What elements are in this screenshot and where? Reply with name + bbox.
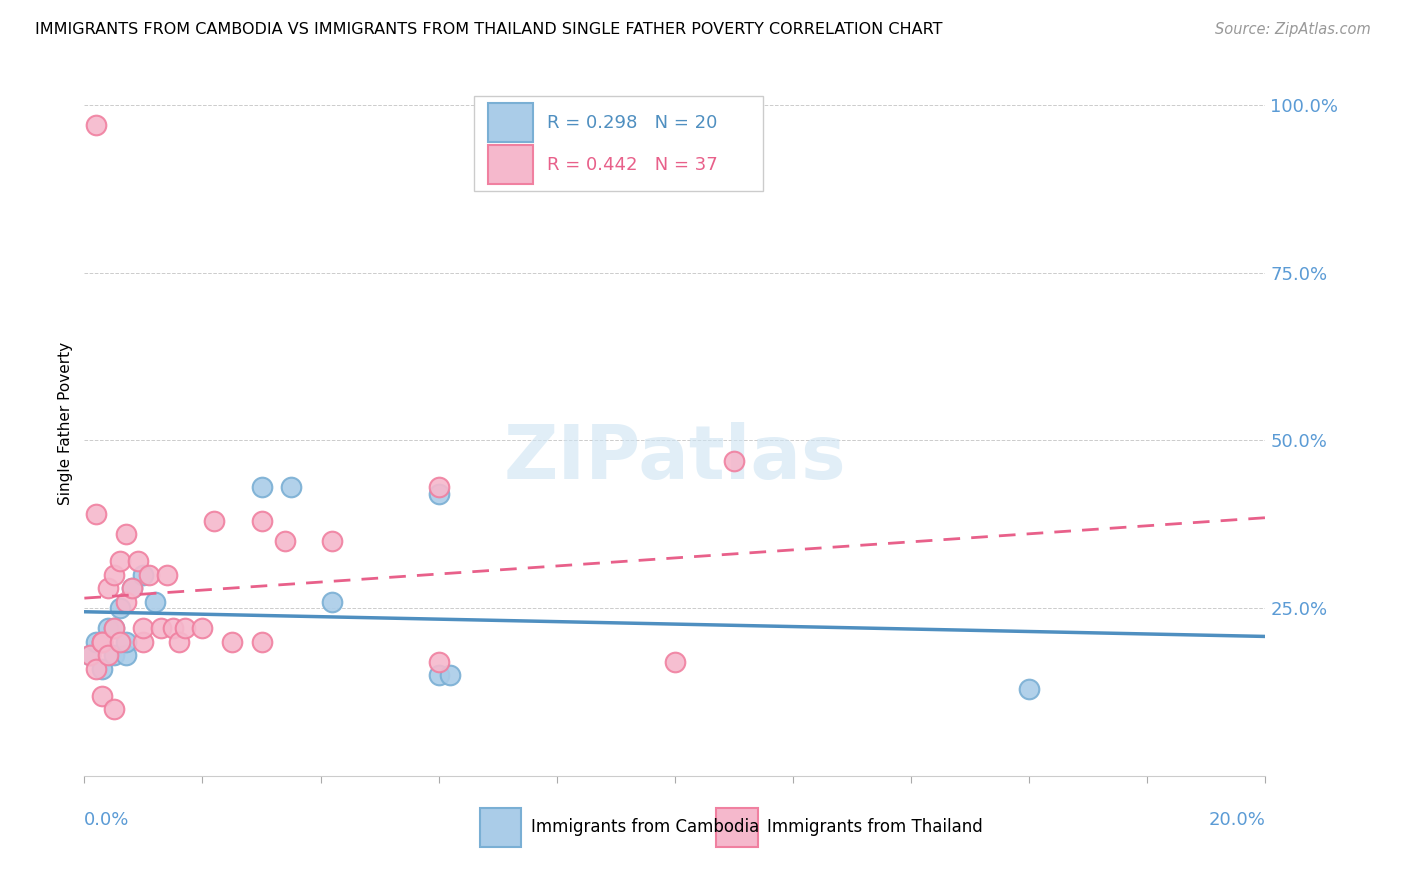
FancyBboxPatch shape <box>716 808 758 847</box>
Point <box>108 554 131 568</box>
Text: R = 0.298   N = 20: R = 0.298 N = 20 <box>547 113 717 132</box>
Point <box>97 581 120 595</box>
Point <box>664 655 686 669</box>
Point <box>103 567 125 582</box>
Point <box>132 635 155 649</box>
Point <box>173 621 195 635</box>
Point <box>250 635 273 649</box>
Point <box>84 662 107 676</box>
Point <box>191 621 214 635</box>
Text: Immigrants from Thailand: Immigrants from Thailand <box>768 819 983 837</box>
FancyBboxPatch shape <box>474 96 763 191</box>
Point <box>114 527 136 541</box>
Point <box>250 480 273 494</box>
Point <box>274 534 297 549</box>
Point <box>150 621 173 635</box>
Point <box>1018 681 1040 696</box>
FancyBboxPatch shape <box>488 145 533 184</box>
Point <box>91 689 114 703</box>
Point <box>143 594 166 608</box>
Y-axis label: Single Father Poverty: Single Father Poverty <box>58 343 73 505</box>
Point <box>202 514 225 528</box>
FancyBboxPatch shape <box>479 808 522 847</box>
Point <box>108 601 131 615</box>
Point <box>427 655 450 669</box>
Point <box>84 508 107 522</box>
Point <box>103 702 125 716</box>
Point <box>84 118 107 132</box>
Point <box>103 621 125 635</box>
Point <box>427 480 450 494</box>
Point <box>132 621 155 635</box>
Point <box>97 648 120 663</box>
Point <box>127 554 149 568</box>
Point <box>132 567 155 582</box>
Point <box>280 480 302 494</box>
Point <box>162 621 184 635</box>
Point <box>103 621 125 635</box>
Point <box>114 594 136 608</box>
Text: R = 0.442   N = 37: R = 0.442 N = 37 <box>547 155 718 174</box>
Text: IMMIGRANTS FROM CAMBODIA VS IMMIGRANTS FROM THAILAND SINGLE FATHER POVERTY CORRE: IMMIGRANTS FROM CAMBODIA VS IMMIGRANTS F… <box>35 22 942 37</box>
Point <box>108 635 131 649</box>
Point <box>91 635 114 649</box>
Point <box>84 635 107 649</box>
Point <box>221 635 243 649</box>
Point <box>156 567 179 582</box>
Point <box>114 648 136 663</box>
Point <box>723 453 745 467</box>
Point <box>91 662 114 676</box>
Text: ZIPatlas: ZIPatlas <box>503 423 846 495</box>
Point <box>91 635 114 649</box>
Point <box>91 635 114 649</box>
Point <box>114 635 136 649</box>
Point <box>321 534 343 549</box>
Point <box>427 668 450 682</box>
Text: 20.0%: 20.0% <box>1209 812 1265 830</box>
Point <box>121 581 143 595</box>
Point <box>167 635 190 649</box>
Point <box>250 514 273 528</box>
Point <box>121 581 143 595</box>
Point <box>138 567 160 582</box>
Point <box>427 487 450 501</box>
Point <box>97 621 120 635</box>
Point <box>79 648 101 663</box>
Point <box>79 648 101 663</box>
Text: Source: ZipAtlas.com: Source: ZipAtlas.com <box>1215 22 1371 37</box>
Point <box>103 648 125 663</box>
FancyBboxPatch shape <box>488 103 533 142</box>
Text: Immigrants from Cambodia: Immigrants from Cambodia <box>531 819 759 837</box>
Text: 0.0%: 0.0% <box>84 812 129 830</box>
Point <box>321 594 343 608</box>
Point <box>439 668 461 682</box>
